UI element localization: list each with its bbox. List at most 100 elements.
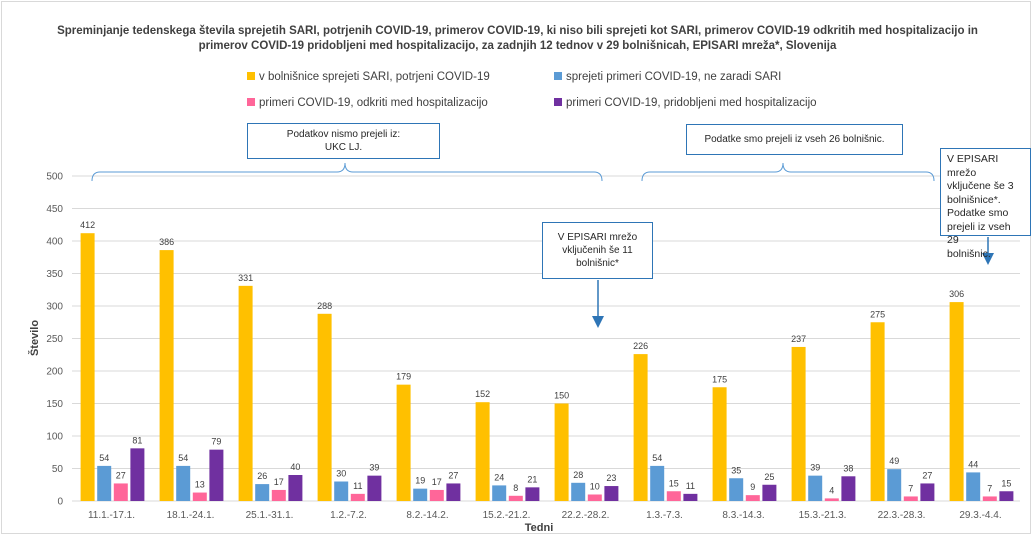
brace-left (91, 162, 603, 182)
bar (209, 449, 224, 501)
bar (887, 469, 902, 501)
bar (288, 475, 303, 501)
data-label: 175 (712, 374, 727, 384)
legend-label-detected: primeri COVID-19, odkriti med hospitaliz… (259, 97, 488, 109)
bar (571, 482, 586, 501)
data-label: 412 (80, 220, 95, 230)
data-label: 9 (750, 482, 755, 492)
data-label: 81 (132, 435, 142, 445)
bar (712, 387, 727, 501)
data-label: 27 (448, 470, 458, 480)
legend-item-detected: primeri COVID-19, odkriti med hospitaliz… (247, 97, 488, 109)
data-label: 24 (494, 472, 504, 482)
data-label: 288 (317, 301, 332, 311)
bar (824, 498, 839, 501)
x-tick-label: 18.1.-24.1. (167, 510, 215, 521)
bar (525, 487, 540, 501)
bar (271, 489, 286, 501)
bar (729, 478, 744, 501)
data-label: 8 (513, 483, 518, 493)
y-axis-title: Število (28, 320, 41, 356)
y-tick-label: 0 (57, 497, 63, 508)
data-label: 150 (554, 391, 569, 401)
data-label: 23 (606, 473, 616, 483)
bar (475, 402, 490, 501)
annotation-left-line-2: UKC LJ. (324, 142, 363, 153)
bar (841, 476, 856, 501)
bar (920, 483, 935, 501)
data-label: 7 (987, 483, 992, 493)
annotation-left-line-1: Podatkov nismo prejeli iz: (286, 129, 401, 140)
x-tick-label: 25.1.-31.1. (246, 510, 294, 521)
annotation-corner-line-4: Podatke smo (947, 207, 1009, 219)
x-tick-label: 22.2.-28.2. (562, 510, 610, 521)
data-label: 386 (159, 237, 174, 247)
data-label: 306 (949, 289, 964, 299)
annotation-box-right-top: Podatke smo prejeli iz vseh 26 bolnišnic… (686, 124, 903, 155)
data-label: 44 (968, 459, 978, 469)
legend-label-acquired: primeri COVID-19, pridobljeni med hospit… (566, 97, 817, 109)
x-tick-label: 8.3.-14.3. (722, 510, 764, 521)
x-tick-label: 29.3.-4.4. (959, 510, 1001, 521)
data-label: 21 (527, 474, 537, 484)
bar (791, 346, 806, 501)
y-tick-label: 300 (46, 302, 63, 313)
x-tick-label: 11.1.-17.1. (88, 510, 135, 521)
x-tick-label: 22.3.-28.3. (878, 510, 926, 521)
x-tick-label: 1.2.-7.2. (330, 510, 367, 521)
data-label: 331 (238, 273, 253, 283)
bar (492, 485, 507, 501)
x-tick-label: 8.2.-14.2. (406, 510, 448, 521)
legend-label-sari: v bolnišnice sprejeti SARI, potrjeni COV… (259, 71, 490, 83)
bar (413, 488, 428, 501)
data-label: 27 (922, 470, 932, 480)
data-label: 54 (178, 453, 188, 463)
annotation-box-mid: V EPISARI mrežo vključenih še 11 bolnišn… (542, 222, 653, 279)
data-label: 4 (829, 485, 834, 495)
data-label: 226 (633, 341, 648, 351)
bar (238, 285, 253, 501)
legend-item-sari: v bolnišnice sprejeti SARI, potrjeni COV… (247, 71, 490, 83)
bar (317, 313, 332, 501)
y-tick-label: 500 (46, 172, 63, 183)
chart-title: Spreminjanje tedenskega števila sprejeti… (57, 25, 978, 52)
data-label: 152 (475, 389, 490, 399)
bar (554, 403, 569, 501)
bar (999, 491, 1014, 501)
data-label: 54 (652, 453, 662, 463)
data-label: 15 (669, 478, 679, 488)
bar (587, 494, 602, 501)
legend-item-acquired: primeri COVID-19, pridobljeni med hospit… (554, 97, 817, 109)
bar (870, 322, 885, 501)
x-tick-label: 15.2.-21.2. (483, 510, 531, 521)
data-label: 179 (396, 372, 411, 382)
data-label: 79 (211, 437, 221, 447)
bar (176, 465, 191, 501)
bar (159, 250, 174, 501)
bar (113, 483, 128, 501)
legend-swatch-not-sari (554, 72, 562, 80)
data-label: 49 (889, 456, 899, 466)
data-label: 40 (290, 462, 300, 472)
annotation-mid-line-2: vključenih še 11 (562, 245, 633, 256)
bar (949, 302, 964, 501)
bar (508, 495, 523, 501)
bar (762, 484, 777, 501)
x-tick-label: 1.3.-7.3. (646, 510, 683, 521)
bar (350, 493, 365, 501)
data-label: 35 (731, 465, 741, 475)
data-label: 19 (415, 476, 425, 486)
data-label: 275 (870, 309, 885, 319)
y-tick-label: 250 (46, 334, 63, 345)
y-tick-label: 100 (46, 432, 63, 443)
annotation-corner-line-5: prejeli iz vseh 29 (947, 220, 1011, 247)
annotation-corner-line-3: bolnišnice*. (947, 193, 1001, 206)
bar (130, 448, 145, 501)
bar (982, 496, 997, 501)
annotation-corner-line-6: bolnišnic. (947, 247, 991, 260)
data-label: 15 (1001, 478, 1011, 488)
bar (808, 475, 823, 501)
y-tick-label: 50 (52, 464, 64, 475)
